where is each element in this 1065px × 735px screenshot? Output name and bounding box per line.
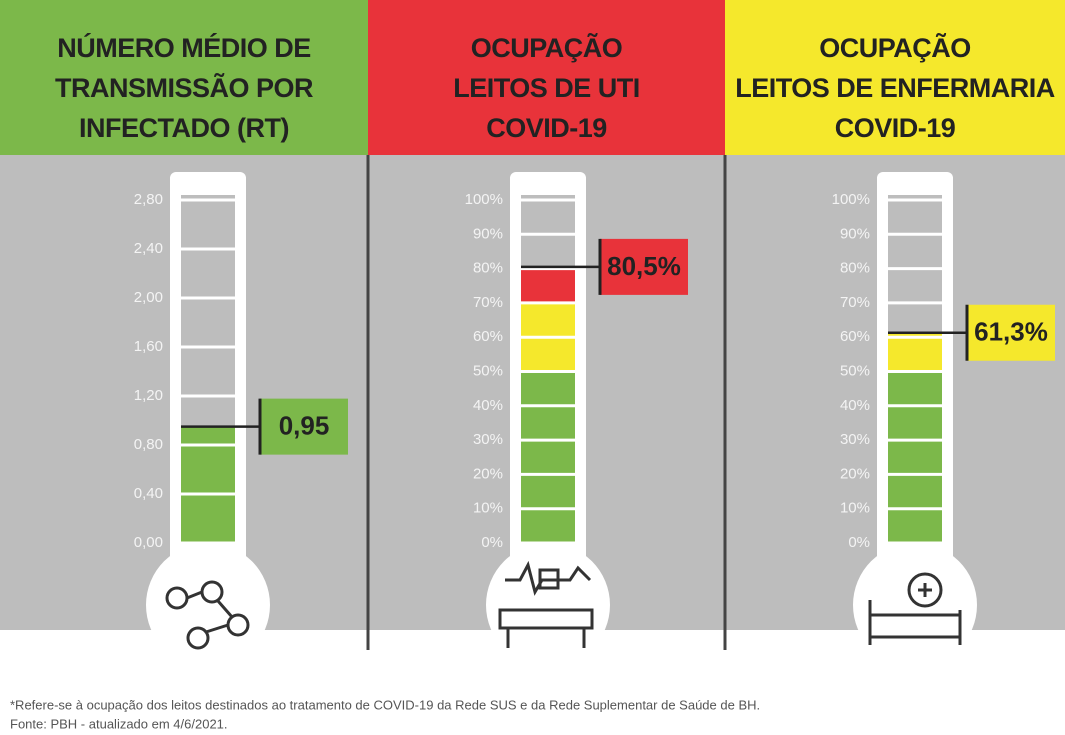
y-tick-label: 60% — [473, 328, 503, 345]
y-tick-label: 100% — [465, 191, 503, 208]
header — [0, 0, 368, 155]
y-tick-label: 2,40 — [134, 240, 163, 257]
fill-segment — [888, 371, 942, 543]
y-tick-label: 90% — [840, 225, 870, 242]
header-title: COVID-19 — [486, 113, 607, 143]
y-tick-label: 0,80 — [134, 436, 163, 453]
y-tick-label: 60% — [840, 328, 870, 345]
header-title: LEITOS DE ENFERMARIA — [735, 73, 1055, 103]
header-title: LEITOS DE UTI — [453, 73, 640, 103]
bulb — [853, 543, 977, 667]
header — [368, 0, 725, 155]
fill-segment — [521, 371, 575, 543]
y-tick-label: 50% — [840, 362, 870, 379]
y-tick-label: 1,20 — [134, 387, 163, 404]
y-tick-label: 2,80 — [134, 191, 163, 208]
footnote: Fonte: PBH - atualizado em 4/6/2021. — [10, 716, 228, 731]
header-title: TRANSMISSÃO POR — [55, 72, 313, 103]
y-tick-label: 10% — [473, 500, 503, 517]
y-tick-label: 20% — [840, 465, 870, 482]
fill-segment — [888, 332, 942, 372]
y-tick-label: 0% — [481, 534, 503, 551]
y-tick-label: 90% — [473, 225, 503, 242]
header — [725, 0, 1065, 155]
header-title: OCUPAÇÃO — [819, 32, 971, 63]
value-label: 80,5% — [607, 251, 681, 281]
icons — [165, 560, 962, 650]
header-title: NÚMERO MÉDIO DE — [57, 32, 311, 63]
y-tick-label: 40% — [840, 397, 870, 414]
value-box — [600, 238, 688, 295]
y-tick-label: 0,00 — [134, 534, 163, 551]
y-tick-label: 70% — [840, 294, 870, 311]
header-title: OCUPAÇÃO — [471, 32, 623, 63]
y-tick-label: 80% — [840, 260, 870, 277]
value-label: 0,95 — [279, 411, 330, 441]
footnote: *Refere-se à ocupação dos leitos destina… — [10, 697, 760, 712]
y-tick-label: 0% — [848, 534, 870, 551]
y-tick-label: 30% — [473, 431, 503, 448]
y-tick-label: 100% — [832, 191, 870, 208]
y-tick-label: 30% — [840, 431, 870, 448]
y-tick-label: 1,60 — [134, 338, 163, 355]
header-title: INFECTADO (RT) — [79, 113, 289, 143]
y-tick-label: 2,00 — [134, 289, 163, 306]
value-box — [967, 304, 1055, 361]
value-box — [260, 398, 348, 455]
bulb — [146, 543, 270, 667]
y-tick-label: 40% — [473, 397, 503, 414]
y-tick-label: 70% — [473, 294, 503, 311]
y-tick-label: 0,40 — [134, 485, 163, 502]
bulb — [486, 543, 610, 667]
y-tick-label: 50% — [473, 362, 503, 379]
y-tick-label: 10% — [840, 500, 870, 517]
header-title: COVID-19 — [835, 113, 956, 143]
fill-segment — [521, 266, 575, 303]
value-label: 61,3% — [974, 317, 1048, 347]
y-tick-label: 80% — [473, 260, 503, 277]
y-tick-label: 20% — [473, 465, 503, 482]
